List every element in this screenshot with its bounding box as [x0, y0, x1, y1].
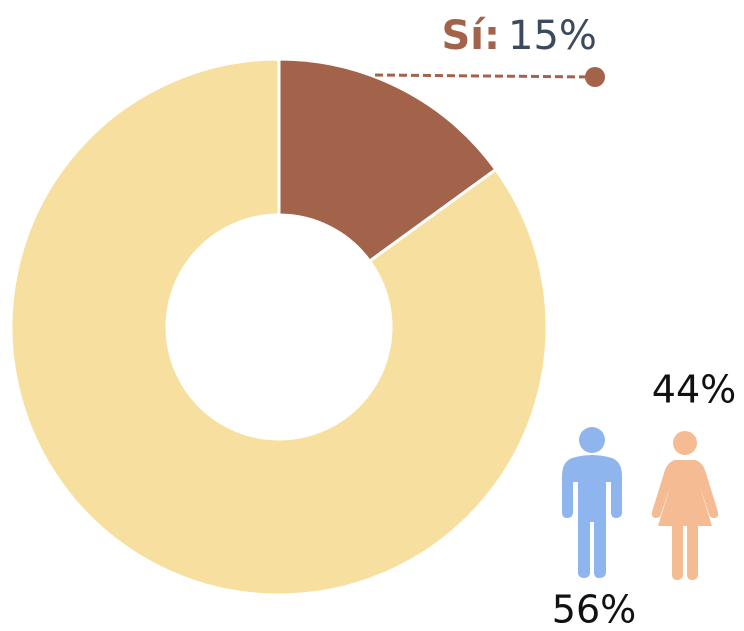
- male-value-label: 56%: [552, 588, 636, 631]
- leader-dot: [585, 67, 605, 87]
- donut-slice: [277, 57, 498, 264]
- donut: [9, 57, 549, 597]
- female-value-label: 44%: [652, 368, 736, 412]
- slice-value-label: 15%: [508, 13, 597, 59]
- female-head: [673, 431, 697, 455]
- male-body: [562, 455, 622, 578]
- male-head: [579, 427, 605, 453]
- labels: Sí: 15% 56% 44%: [374, 13, 736, 631]
- male-icon: [562, 427, 622, 578]
- leader-line: [374, 73, 596, 79]
- slice-label: Sí:: [441, 13, 500, 59]
- female-icon: [651, 431, 719, 580]
- female-body: [651, 460, 719, 580]
- donut-slice: [9, 57, 549, 597]
